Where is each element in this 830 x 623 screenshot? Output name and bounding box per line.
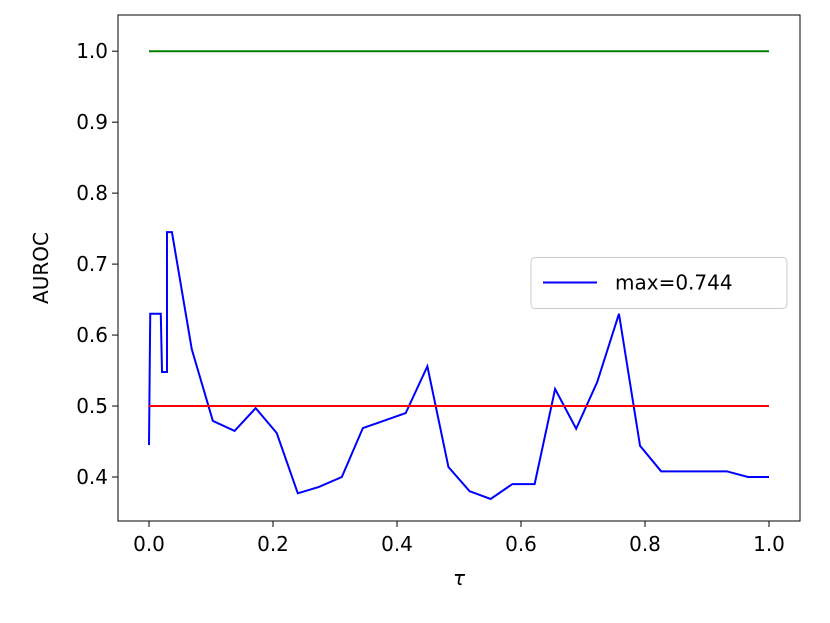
legend: max=0.744 — [530, 257, 788, 309]
x-tick-label: 0.8 — [629, 532, 661, 556]
y-tick-label: 0.8 — [76, 181, 108, 205]
x-tick-label: 0.4 — [381, 532, 413, 556]
y-tick-label: 0.6 — [76, 323, 108, 347]
y-tick-label: 0.7 — [76, 252, 108, 276]
x-tick-label: 0.6 — [505, 532, 537, 556]
plot-frame — [117, 14, 801, 522]
x-tick-label: 0.0 — [133, 532, 165, 556]
y-tick-label: 0.4 — [76, 465, 108, 489]
x-axis-label: τ — [453, 566, 466, 590]
legend-box — [530, 257, 788, 309]
x-tick-label: 0.2 — [257, 532, 289, 556]
y-tick-label: 1.0 — [76, 39, 108, 63]
y-tick-label: 0.9 — [76, 110, 108, 134]
legend-label: max=0.744 — [615, 271, 733, 295]
y-tick-label: 0.5 — [76, 394, 108, 418]
line — [148, 231, 769, 501]
y-axis-label: AUROC — [29, 232, 53, 304]
x-tick-label: 1.0 — [753, 532, 785, 556]
